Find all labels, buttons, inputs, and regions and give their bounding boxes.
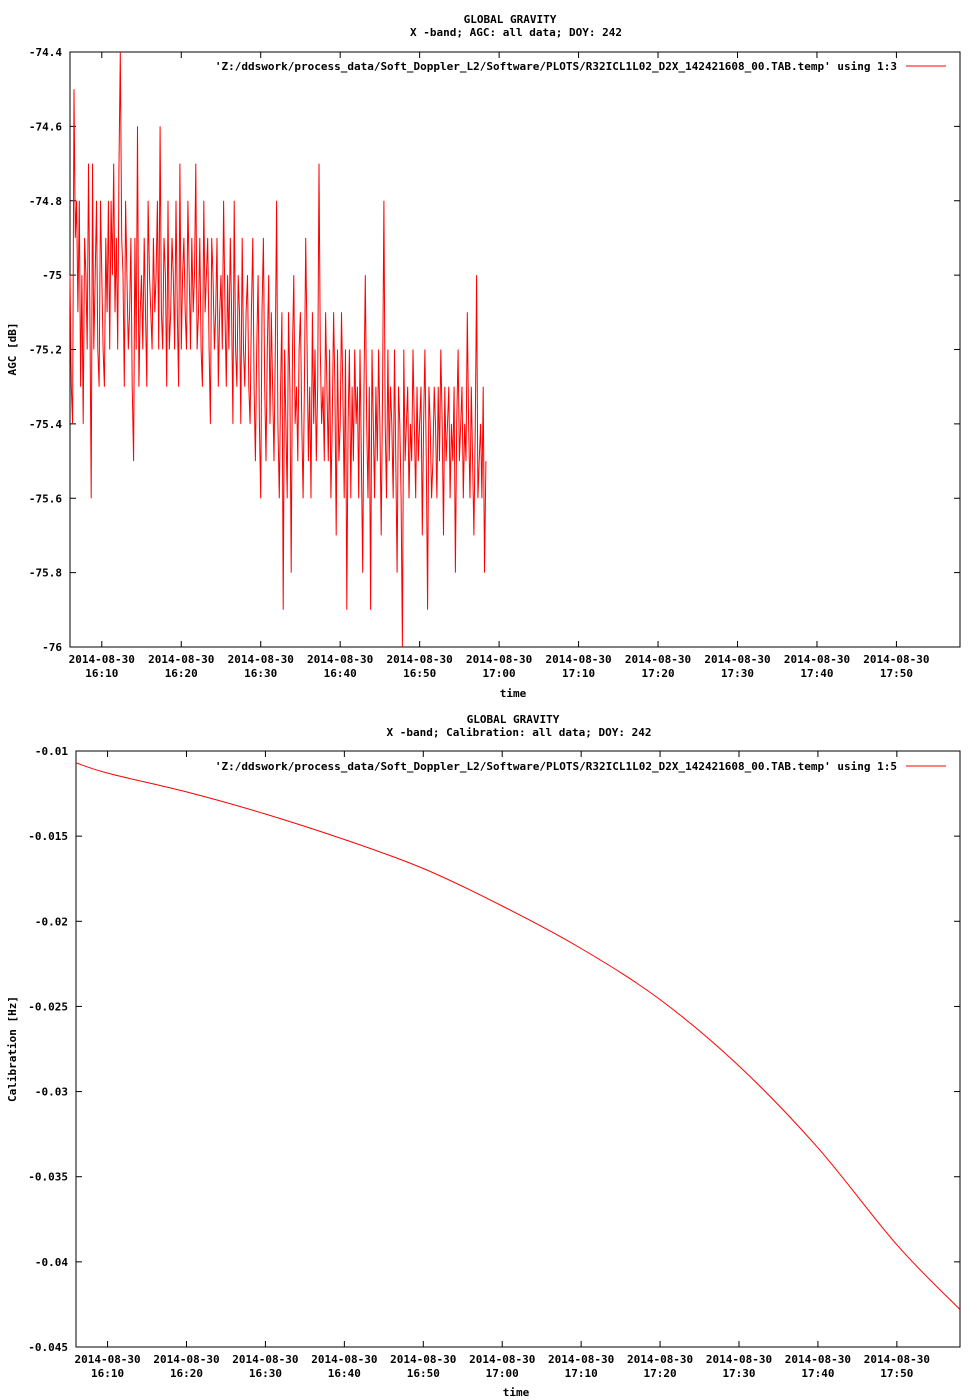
x-tick-label-date: 2014-08-30 [232, 1353, 298, 1366]
x-tick-label-date: 2014-08-30 [864, 1353, 930, 1366]
x-tick-label-date: 2014-08-30 [228, 653, 294, 666]
chart-calibration-plot-frame [75, 750, 961, 1348]
x-tick-label-time: 17:10 [565, 1367, 598, 1380]
chart-calibration-y-ticks: -0.01 -0.015 -0.02 -0.025 -0.03 -0.035 -0.04 -0… [28, 745, 960, 1354]
x-tick-label-date: 2014-08-30 [307, 653, 373, 666]
y-tick-label: -0.03 [35, 1086, 68, 1099]
chart-agc-ylabel: AGC [dB] [6, 323, 19, 376]
chart-calibration-ylabel: Calibration [Hz] [6, 996, 19, 1102]
x-tick-label-date: 2014-08-30 [785, 1353, 851, 1366]
y-tick-label: -74.6 [29, 120, 62, 133]
x-tick-label-time: 16:50 [407, 1367, 440, 1380]
y-tick-label: -74.8 [29, 195, 62, 208]
chart-agc-series [69, 51, 487, 648]
x-tick-label-date: 2014-08-30 [627, 1353, 693, 1366]
x-tick-label-time: 16:10 [85, 667, 118, 680]
x-tick-label-date: 2014-08-30 [784, 653, 850, 666]
x-tick-label-time: 16:50 [403, 667, 436, 680]
x-tick-label-time: 17:40 [800, 667, 833, 680]
x-tick-label-time: 17:00 [486, 1367, 519, 1380]
y-tick-label: -76 [42, 641, 62, 654]
x-tick-label-time: 16:40 [328, 1367, 361, 1380]
x-tick-label-time: 16:20 [170, 1367, 203, 1380]
x-tick-label-date: 2014-08-30 [863, 653, 929, 666]
x-tick-label-time: 17:10 [562, 667, 595, 680]
x-tick-label-date: 2014-08-30 [545, 653, 611, 666]
y-tick-label: -0.02 [35, 915, 68, 928]
x-tick-label-time: 17:50 [880, 1367, 913, 1380]
y-tick-label: -75.2 [29, 344, 62, 357]
chart-calibration: GLOBAL GRAVITY X -band; Calibration: all… [6, 713, 961, 1399]
x-tick-label-date: 2014-08-30 [548, 1353, 614, 1366]
x-tick-label-time: 17:20 [644, 1367, 677, 1380]
x-tick-label-time: 16:10 [91, 1367, 124, 1380]
y-tick-label: -0.035 [28, 1171, 68, 1184]
x-tick-label-date: 2014-08-30 [311, 1353, 377, 1366]
chart-calibration-legend-label: 'Z:/ddswork/process_data/Soft_Doppler_L2… [215, 760, 897, 773]
x-tick-label-time: 16:40 [324, 667, 357, 680]
chart-agc-subtitle: X -band; AGC: all data; DOY: 242 [410, 26, 622, 39]
x-tick-label-time: 17:40 [801, 1367, 834, 1380]
y-tick-label: -75.8 [29, 567, 62, 580]
y-tick-label: -75 [42, 269, 62, 282]
y-tick-label: -0.01 [35, 745, 68, 758]
chart-calibration-xlabel: time [503, 1386, 530, 1399]
x-tick-label-date: 2014-08-30 [466, 653, 532, 666]
chart-calibration-series [75, 762, 961, 1310]
chart-calibration-x-ticks: 2014-08-3016:102014-08-3016:202014-08-30… [74, 751, 930, 1380]
chart-calibration-subtitle: X -band; Calibration: all data; DOY: 242 [387, 726, 652, 739]
x-tick-label-date: 2014-08-30 [74, 1353, 140, 1366]
x-tick-label-time: 17:30 [721, 667, 754, 680]
chart-agc-y-ticks: -74.4 -74.6 -74.8 -75 -75.2 -75.4 -75.6 -75.8 -7… [29, 46, 960, 654]
y-tick-label: -0.045 [28, 1341, 68, 1354]
series-line-agc [69, 51, 487, 648]
chart-agc-title: GLOBAL GRAVITY [464, 13, 557, 26]
x-tick-label-time: 17:20 [641, 667, 674, 680]
x-tick-label-time: 17:00 [483, 667, 516, 680]
x-tick-label-time: 17:50 [880, 667, 913, 680]
x-tick-label-date: 2014-08-30 [387, 653, 453, 666]
chart-calibration-title: GLOBAL GRAVITY [467, 713, 560, 726]
y-tick-label: -74.4 [29, 46, 62, 59]
x-tick-label-time: 16:20 [165, 667, 198, 680]
x-tick-label-time: 17:30 [722, 1367, 755, 1380]
x-tick-label-date: 2014-08-30 [148, 653, 214, 666]
x-tick-label-date: 2014-08-30 [704, 653, 770, 666]
y-tick-label: -0.025 [28, 1000, 68, 1013]
chart-agc-legend-label: 'Z:/ddswork/process_data/Soft_Doppler_L2… [215, 60, 897, 73]
y-tick-label: -0.04 [35, 1256, 68, 1269]
chart-agc: GLOBAL GRAVITY X -band; AGC: all data; D… [6, 13, 961, 700]
y-tick-label: -75.4 [29, 418, 62, 431]
x-tick-label-date: 2014-08-30 [706, 1353, 772, 1366]
x-tick-label-date: 2014-08-30 [469, 1353, 535, 1366]
y-tick-label: -75.6 [29, 492, 62, 505]
chart-agc-xlabel: time [500, 687, 527, 700]
x-tick-label-time: 16:30 [244, 667, 277, 680]
series-line-calibration [75, 762, 961, 1310]
x-tick-label-date: 2014-08-30 [625, 653, 691, 666]
chart-agc-x-ticks: 2014-08-3016:102014-08-3016:202014-08-30… [69, 52, 930, 680]
x-tick-label-date: 2014-08-30 [390, 1353, 456, 1366]
y-tick-label: -0.015 [28, 830, 68, 843]
x-tick-label-date: 2014-08-30 [153, 1353, 219, 1366]
x-tick-label-date: 2014-08-30 [69, 653, 135, 666]
x-tick-label-time: 16:30 [249, 1367, 282, 1380]
